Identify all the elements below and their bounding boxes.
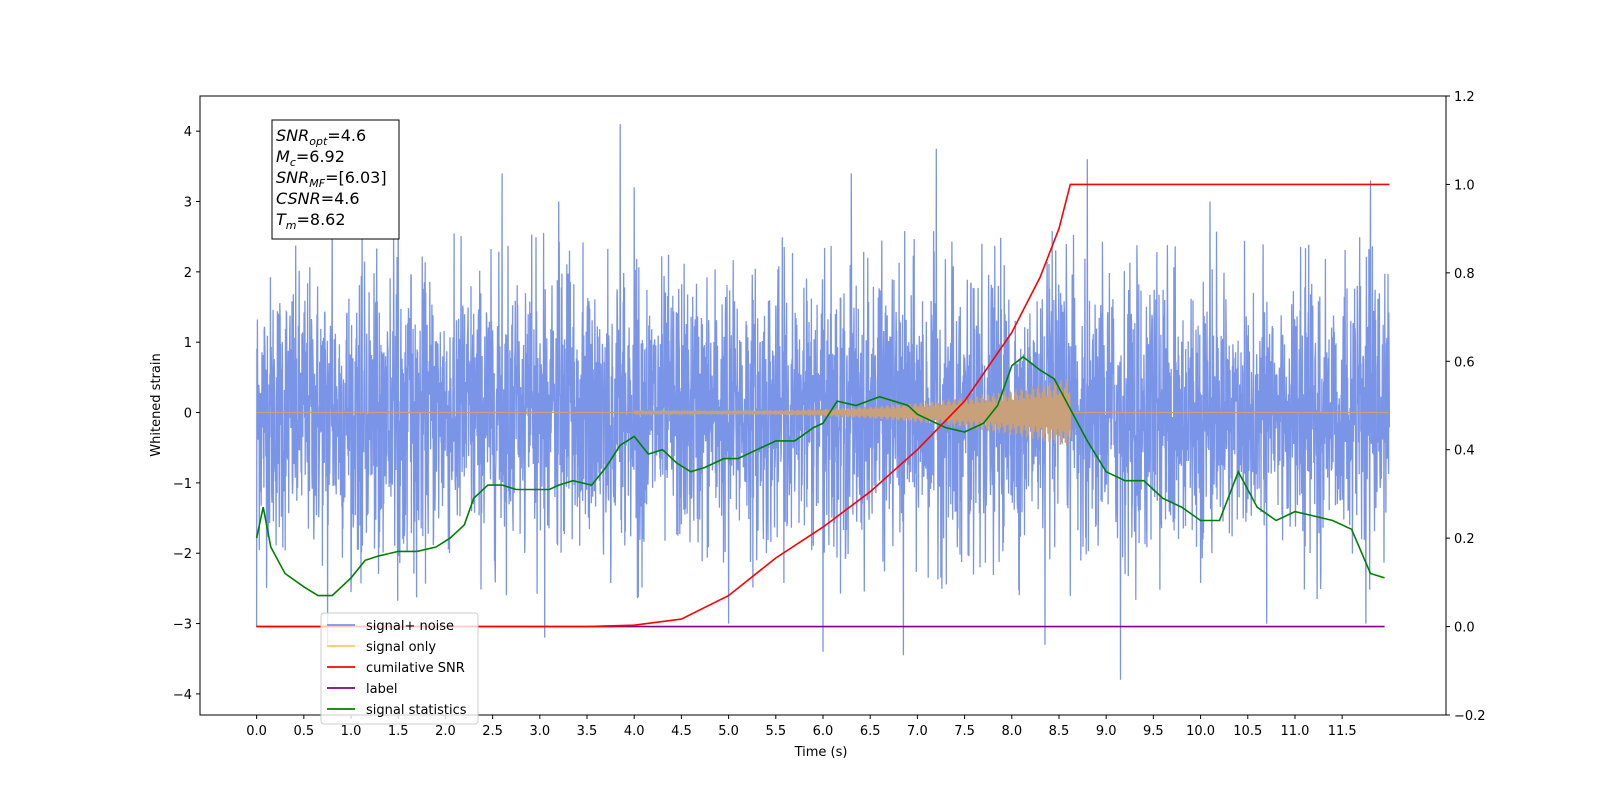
x-tick-label: 3.0	[529, 724, 550, 739]
y-tick-label: 3	[184, 196, 192, 211]
y2-tick-label: 0.0	[1454, 621, 1475, 636]
x-tick-label: 11.0	[1280, 724, 1309, 739]
y-tick-label: −4	[173, 688, 192, 703]
legend-entry: signal statistics	[366, 703, 467, 718]
x-tick-label: 10.0	[1186, 724, 1215, 739]
x-axis: 0.0 0.5 1.0 1.5 2.0 2.5 3.0 3.5 4.0 4.5 5.0 5.5 6.0 6…	[246, 715, 1357, 739]
y2-tick-label: 0.6	[1454, 355, 1475, 370]
x-axis-label: Time (s)	[794, 745, 848, 760]
x-tick-label: 6.5	[860, 724, 881, 739]
x-tick-label: 2.0	[435, 724, 456, 739]
x-tick-label: 3.5	[577, 724, 598, 739]
y-tick-label: −1	[173, 477, 192, 492]
y2-tick-label: 0.4	[1454, 444, 1475, 459]
x-tick-label: 5.0	[718, 724, 739, 739]
x-tick-label: 8.5	[1049, 724, 1070, 739]
y-axis-label: Whitened strain	[149, 353, 164, 456]
y-tick-label: 0	[184, 407, 192, 422]
y2-tick-label: 0.8	[1454, 267, 1475, 282]
x-tick-label: 4.0	[624, 724, 645, 739]
legend: signal+ noise signal only cumilative SNR la…	[320, 612, 479, 725]
legend-entry: signal+ noise	[366, 619, 454, 634]
series-signal-statistics	[255, 355, 1385, 597]
x-tick-label: 11.5	[1328, 724, 1357, 739]
annotation-box: SNRopt=4.6 Mc=6.92 SNRMF=[6.03] CSNR=4.6 Tm=…	[271, 119, 400, 240]
y-tick-label: −3	[173, 618, 192, 633]
x-tick-label: 8.0	[1001, 724, 1022, 739]
x-tick-label: 7.0	[907, 724, 928, 739]
y-axis-right: 1.2 1.0 0.8 0.6 0.4 0.2 0.0 −0.2	[1446, 90, 1486, 724]
y-tick-label: 4	[184, 125, 192, 140]
annotation-line: SNRMF=[6.03]	[276, 168, 387, 190]
annotation-line: CSNR=4.6	[276, 189, 360, 208]
annotation-line: SNRopt=4.6	[276, 126, 366, 148]
legend-entry: signal only	[366, 640, 436, 655]
x-tick-label: 6.0	[813, 724, 834, 739]
y2-tick-label: 1.0	[1454, 178, 1475, 193]
y-axis-left: 4 3 2 1 0 −1 −2 −3 −4	[173, 125, 200, 703]
y-tick-label: 2	[184, 266, 192, 281]
series-signal-noise	[255, 124, 1391, 680]
x-tick-label: 9.0	[1096, 724, 1117, 739]
y2-tick-label: 1.2	[1454, 90, 1475, 105]
x-tick-label: 7.5	[954, 724, 975, 739]
x-tick-label: 1.5	[388, 724, 409, 739]
y2-tick-label: 0.2	[1454, 532, 1475, 547]
annotation-line: Mc=6.92	[276, 147, 345, 169]
x-tick-label: 4.5	[671, 724, 692, 739]
y-tick-label: −2	[173, 547, 192, 562]
annotation-text: SNRopt=4.6 Mc=6.92 SNRMF=[6.03] CSNR=4.6 Tm=…	[276, 126, 387, 232]
x-tick-label: 10.5	[1233, 724, 1262, 739]
legend-entry: cumilative SNR	[366, 661, 465, 676]
x-tick-label: 0.5	[293, 724, 314, 739]
x-tick-label: 2.5	[482, 724, 503, 739]
legend-entry: label	[366, 682, 397, 697]
x-tick-label: 9.5	[1143, 724, 1164, 739]
x-tick-label: 1.0	[341, 724, 362, 739]
annotation-line: Tm=8.62	[276, 210, 346, 232]
x-tick-label: 0.0	[246, 724, 267, 739]
x-tick-label: 5.5	[765, 724, 786, 739]
y-tick-label: 1	[184, 336, 192, 351]
series-cumulative-snr	[256, 183, 1390, 628]
y2-tick-label: −0.2	[1454, 709, 1486, 724]
